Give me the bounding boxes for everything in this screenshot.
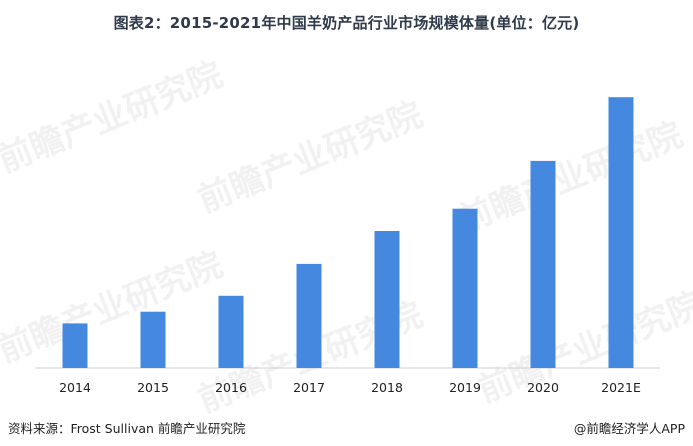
- bar-2017: [296, 263, 322, 368]
- bar-2014: [62, 323, 88, 368]
- x-tick-label-2021E: 2021E: [601, 380, 641, 395]
- x-tick-label-2017: 2017: [293, 380, 325, 395]
- x-tick-label-2015: 2015: [137, 380, 169, 395]
- bar-2018: [374, 231, 400, 368]
- x-tick-label-2016: 2016: [215, 380, 247, 395]
- bar-2015: [140, 311, 166, 368]
- bar-2021E: [608, 97, 634, 368]
- x-tick-label-2018: 2018: [371, 380, 403, 395]
- x-tick-label-2019: 2019: [449, 380, 481, 395]
- bar-2020: [530, 160, 556, 368]
- x-tick-label-2014: 2014: [59, 380, 91, 395]
- bar-2019: [452, 208, 478, 368]
- chart-title: 图表2：2015-2021年中国羊奶产品行业市场规模体量(单位：亿元): [113, 14, 580, 32]
- bar-chart: 2014 2015 2016 2017 2018 2019 2020 2021E: [35, 97, 660, 395]
- x-tick-labels: 2014 2015 2016 2017 2018 2019 2020 2021E: [59, 380, 641, 395]
- x-tick-label-2020: 2020: [527, 380, 559, 395]
- bars-group: [62, 97, 634, 368]
- credit-note: @前瞻经济学人APP: [573, 421, 685, 436]
- source-note: 资料来源：Frost Sullivan 前瞻产业研究院: [8, 421, 246, 436]
- bar-2016: [218, 295, 244, 368]
